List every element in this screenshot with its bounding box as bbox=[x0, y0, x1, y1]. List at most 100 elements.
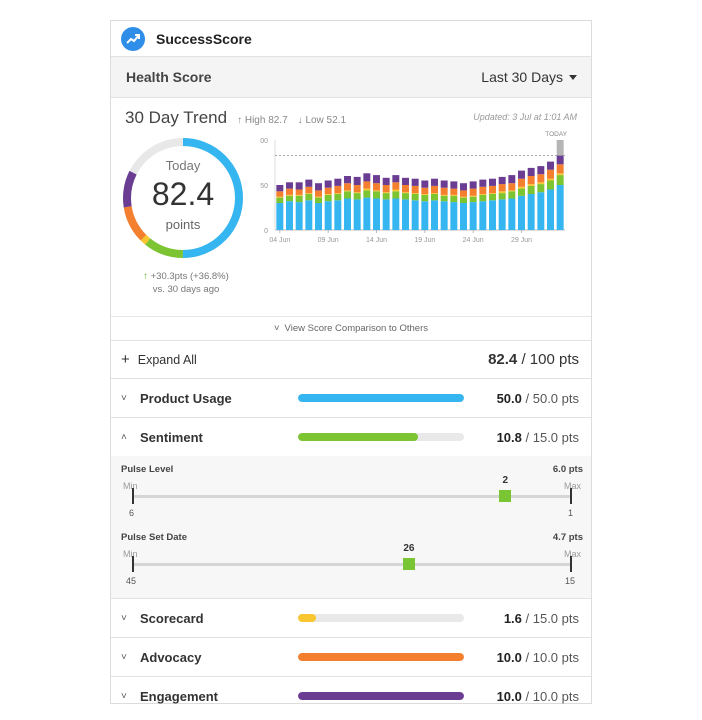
delta-value: +30.3pts (+36.8%) bbox=[150, 271, 229, 282]
chevron-down-icon: ˅ bbox=[273, 323, 280, 334]
slider-min-tick bbox=[132, 488, 134, 504]
health-score-header: Health Score Last 30 Days bbox=[111, 57, 591, 98]
score-delta: ↑ +30.3pts (+36.8%) vs. 30 days ago bbox=[124, 270, 248, 296]
score-ring-chart bbox=[123, 138, 243, 258]
slider-value: 2 bbox=[502, 475, 509, 486]
bar-segment bbox=[440, 195, 448, 202]
category-row-scorecard[interactable]: ˅ Scorecard 1.6 / 15.0 pts bbox=[111, 599, 591, 638]
bar-segment bbox=[295, 194, 303, 196]
bar-segment bbox=[518, 186, 525, 189]
bar-segment bbox=[276, 196, 284, 198]
bar-segment bbox=[508, 190, 516, 192]
bar-segment bbox=[547, 161, 554, 170]
slider-track[interactable] bbox=[133, 495, 571, 498]
bar-segment bbox=[537, 184, 545, 193]
view-comparison-link[interactable]: ˅ View Score Comparison to Others bbox=[111, 317, 591, 341]
bar-segment bbox=[479, 194, 487, 195]
category-bar-fill bbox=[298, 692, 464, 700]
category-points: 50.0 / 50.0 pts bbox=[497, 391, 579, 406]
bar-segment bbox=[344, 198, 351, 230]
bar-segment bbox=[537, 192, 545, 230]
category-bar-fill bbox=[298, 394, 464, 402]
trend-high-label: High 82.7 bbox=[244, 115, 288, 126]
bar-segment bbox=[305, 194, 313, 201]
bar-segment bbox=[527, 167, 535, 176]
plus-icon: + bbox=[121, 351, 130, 368]
category-score: 10.0 bbox=[496, 649, 522, 665]
bar-segment bbox=[392, 189, 400, 192]
bar-segment bbox=[286, 201, 293, 230]
bar-segment bbox=[286, 195, 293, 202]
category-score: 10.8 bbox=[496, 429, 522, 445]
caret-down-icon bbox=[569, 74, 577, 80]
bar-segment bbox=[373, 190, 380, 192]
category-row-advocacy[interactable]: ˅ Advocacy 10.0 / 10.0 pts bbox=[111, 638, 591, 677]
category-row-engagement[interactable]: ˅ Engagement 10.0 / 10.0 pts bbox=[111, 677, 591, 715]
category-max: / 10.0 pts bbox=[525, 688, 579, 704]
bar-segment bbox=[421, 194, 429, 195]
bar-segment bbox=[286, 188, 293, 195]
category-bar bbox=[298, 394, 464, 402]
bar-segment bbox=[344, 183, 351, 191]
chevron-down-icon: ˅ bbox=[121, 651, 127, 663]
bar-segment bbox=[334, 194, 342, 201]
trend-low-label: Low 52.1 bbox=[305, 115, 347, 126]
category-points: 1.6 / 15.0 pts bbox=[504, 611, 579, 626]
expand-all-button[interactable]: + Expand All bbox=[121, 351, 197, 368]
category-bar bbox=[298, 653, 464, 661]
bar-segment bbox=[373, 175, 380, 184]
app-title: SuccessScore bbox=[156, 30, 252, 47]
bar-segment bbox=[547, 180, 554, 190]
bar-segment bbox=[305, 186, 313, 194]
category-name: Sentiment bbox=[140, 429, 203, 445]
bar-segment bbox=[469, 196, 477, 203]
category-name: Scorecard bbox=[140, 610, 204, 626]
max-label: Max bbox=[563, 481, 581, 491]
bar-segment bbox=[498, 193, 506, 200]
category-row-product-usage[interactable]: ˅ Product Usage 50.0 / 50.0 pts bbox=[111, 379, 591, 418]
bar-segment bbox=[344, 176, 351, 184]
today-marker-label: TODAY bbox=[545, 131, 567, 138]
pulse-set-date-item: Pulse Set Date 4.7 pts Min Max 26 45 15 bbox=[121, 532, 583, 598]
bar-segment bbox=[392, 198, 400, 230]
slider-handle[interactable] bbox=[402, 558, 415, 570]
bar-segment bbox=[508, 183, 516, 191]
bar-segment bbox=[537, 166, 545, 175]
category-max: / 15.0 pts bbox=[525, 429, 579, 445]
slider-max-tick bbox=[570, 488, 572, 504]
trend-bar-chart: 0 50 00 TODAY 04 Jun 09 Jun 14 Jun 19 Jun 24 Jun… bbox=[260, 131, 568, 244]
slider-handle[interactable] bbox=[499, 490, 512, 502]
detail-points: 6.0 pts bbox=[552, 464, 583, 475]
app-header: SuccessScore bbox=[111, 21, 591, 57]
slider-track[interactable] bbox=[133, 563, 571, 566]
score-ring: Today 82.4 points bbox=[121, 136, 245, 260]
bar-segment bbox=[295, 202, 303, 230]
bar-segment bbox=[382, 199, 390, 230]
bar-segment bbox=[431, 194, 438, 201]
date-range-dropdown[interactable]: Last 30 Days bbox=[481, 69, 577, 85]
bar-segment bbox=[324, 201, 332, 230]
bar-segment bbox=[373, 183, 380, 191]
bar-segment bbox=[324, 194, 332, 202]
bar-segment bbox=[479, 194, 487, 202]
sentiment-details: Pulse Level 6.0 pts Min Max 2 6 1 Pulse … bbox=[111, 456, 591, 599]
bar-segment bbox=[431, 193, 438, 194]
bar-segment bbox=[334, 200, 342, 230]
bar-segment bbox=[276, 197, 284, 203]
max-value: 15 bbox=[564, 576, 575, 586]
x-tick-label: 04 Jun bbox=[269, 237, 290, 244]
bar-segment bbox=[305, 193, 313, 194]
bar-segment bbox=[556, 155, 564, 165]
slider-min-tick bbox=[132, 556, 134, 572]
bar-segment bbox=[353, 176, 361, 185]
bar-segment bbox=[469, 188, 477, 196]
category-row-sentiment[interactable]: ˄ Sentiment 10.8 / 15.0 pts bbox=[111, 418, 591, 456]
chevron-down-icon: ˅ bbox=[121, 392, 127, 404]
bar-segment bbox=[450, 181, 458, 189]
bar-segment bbox=[353, 193, 361, 200]
bar-segment bbox=[527, 176, 535, 185]
bar-segment bbox=[411, 185, 419, 194]
bar-segment bbox=[460, 190, 467, 197]
category-bar bbox=[298, 433, 464, 441]
bar-segment bbox=[402, 199, 409, 230]
